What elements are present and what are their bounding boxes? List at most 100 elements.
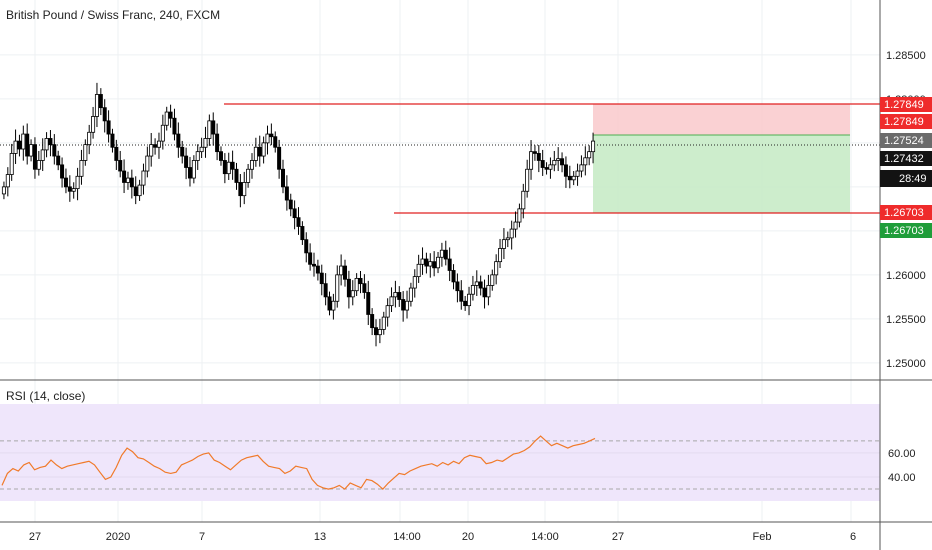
- candle: [408, 282, 413, 307]
- svg-text:1.27524: 1.27524: [884, 135, 924, 147]
- price-tick-label: 1.25000: [886, 358, 926, 370]
- candle: [563, 156, 568, 188]
- rsi-line: [1, 435, 596, 490]
- candle: [548, 157, 553, 179]
- candle: [405, 290, 410, 319]
- candle: [106, 110, 111, 143]
- candle: [36, 150, 41, 176]
- candle: [187, 156, 192, 187]
- price-label-lower-2: 1.26703: [880, 223, 932, 238]
- candle: [94, 82, 99, 128]
- candle: [494, 254, 499, 285]
- candle: [5, 167, 10, 197]
- candle: [226, 152, 231, 180]
- candle: [412, 269, 417, 298]
- candle: [583, 146, 588, 176]
- candle: [133, 176, 138, 205]
- stop-loss-zone: [593, 104, 850, 135]
- svg-text:1.26703: 1.26703: [884, 207, 924, 219]
- time-tick-label: 2020: [106, 531, 130, 543]
- candle: [17, 134, 22, 157]
- candle: [478, 275, 483, 296]
- candle: [308, 243, 313, 271]
- candle: [385, 298, 390, 327]
- candle: [327, 291, 332, 316]
- candle: [257, 135, 262, 167]
- candle: [199, 137, 204, 158]
- candle: [335, 265, 340, 308]
- candle: [110, 128, 115, 153]
- time-tick-label: 27: [29, 531, 41, 543]
- candle: [184, 147, 189, 180]
- candle: [443, 240, 448, 266]
- svg-text:1.27432: 1.27432: [884, 153, 924, 165]
- time-tick-label: 27: [612, 531, 624, 543]
- price-tick-label: 1.25500: [886, 314, 926, 326]
- candle: [242, 171, 247, 205]
- candle: [304, 232, 309, 263]
- candle: [447, 247, 452, 282]
- time-tick-label: 7: [199, 531, 205, 543]
- countdown-label: 28:49: [880, 170, 932, 187]
- svg-text:1.27849: 1.27849: [884, 99, 924, 111]
- candle: [60, 157, 65, 188]
- candle: [401, 291, 406, 322]
- candle: [370, 308, 375, 336]
- candle: [567, 165, 572, 189]
- candle: [513, 211, 518, 238]
- candle: [265, 125, 270, 155]
- price-label-lower: 1.26703: [880, 205, 932, 220]
- time-tick-label: 13: [314, 531, 326, 543]
- candle: [164, 106, 169, 131]
- candle: [172, 108, 177, 141]
- candle: [149, 133, 154, 167]
- price-tick-label: 1.28500: [886, 50, 926, 62]
- candle: [87, 124, 92, 155]
- candle: [455, 273, 460, 303]
- candle: [48, 130, 53, 157]
- candle: [230, 150, 235, 180]
- candle: [416, 254, 421, 283]
- candle: [490, 269, 495, 291]
- candle: [215, 123, 220, 161]
- candle: [207, 114, 212, 146]
- chart-title: British Pound / Swiss Franc, 240, FXCM: [6, 8, 220, 22]
- candle: [354, 273, 359, 296]
- price-tick-label: 1.26000: [886, 270, 926, 282]
- candle: [498, 238, 503, 268]
- candle: [246, 163, 251, 188]
- time-axis-ticks: 27 2020 7 13 14:00 20 14:00 27 Feb 6: [29, 531, 856, 543]
- candle: [44, 132, 49, 158]
- candle: [428, 253, 433, 278]
- candle: [98, 88, 103, 116]
- candle: [9, 143, 14, 181]
- candle: [474, 270, 479, 296]
- candle: [114, 139, 119, 170]
- time-tick-label: 14:00: [531, 531, 559, 543]
- candle: [222, 153, 227, 184]
- candle: [362, 274, 367, 299]
- candle: [234, 162, 239, 190]
- candle: [470, 275, 475, 301]
- candle: [129, 169, 134, 199]
- candle: [571, 171, 576, 186]
- candle: [532, 145, 537, 161]
- candle: [377, 318, 382, 344]
- candle: [339, 254, 344, 286]
- candle: [29, 139, 34, 162]
- candle: [249, 153, 254, 179]
- candle: [323, 273, 328, 306]
- rsi-tick-label: 60.00: [888, 448, 916, 460]
- candle: [436, 251, 441, 274]
- rsi-axis-ticks: 60.00 40.00: [888, 448, 916, 484]
- candle: [432, 251, 437, 277]
- candle: [284, 175, 289, 211]
- candle: [195, 144, 200, 170]
- price-label-upper: 1.27849: [880, 97, 932, 112]
- candle: [366, 280, 371, 326]
- candle: [315, 259, 320, 281]
- candle: [556, 147, 561, 172]
- candle: [180, 140, 185, 164]
- candle: [389, 287, 394, 312]
